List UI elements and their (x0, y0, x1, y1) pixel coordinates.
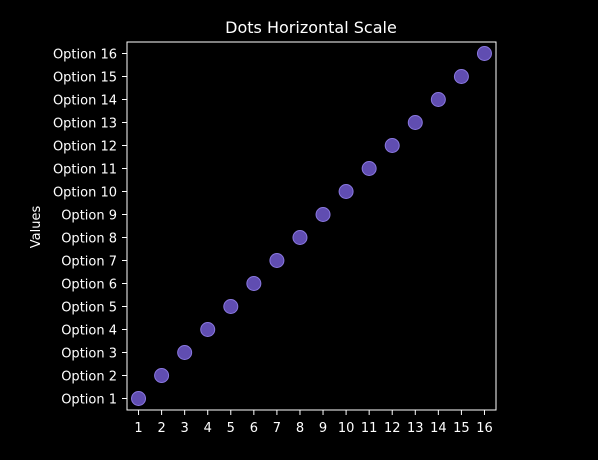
data-points (131, 46, 492, 406)
data-point (407, 115, 423, 130)
x-tick-label: 12 (384, 421, 401, 436)
y-tick-label: Option 10 (53, 186, 117, 201)
data-point (269, 253, 285, 268)
data-point (476, 46, 492, 61)
data-point (292, 230, 308, 245)
chart-title: Dots Horizontal Scale (225, 18, 397, 37)
y-tick-label: Option 2 (61, 370, 117, 385)
x-tick-label: 11 (361, 421, 378, 436)
x-tick-label: 7 (273, 421, 281, 436)
y-tick-label: Option 3 (61, 347, 117, 362)
x-tick-label: 1 (134, 421, 142, 436)
data-point (223, 299, 239, 314)
y-axis-label: Values (29, 206, 44, 249)
x-tick-label: 5 (227, 421, 235, 436)
y-tick-label: Option 8 (61, 232, 117, 247)
y-tick-label: Option 9 (61, 209, 117, 224)
x-tick-label: 3 (181, 421, 189, 436)
data-point (246, 276, 262, 291)
y-tick-label: Option 6 (61, 278, 117, 293)
y-tick-label: Option 11 (53, 163, 117, 178)
data-point (384, 138, 400, 153)
x-tick-label: 2 (157, 421, 165, 436)
x-tick-label: 14 (430, 421, 447, 436)
data-point (131, 391, 147, 406)
x-axis: 1 2 3 4 5 6 7 8 9 10 11 12 13 14 15 16 (134, 410, 493, 436)
data-point (315, 207, 331, 222)
y-tick-label: Option 12 (53, 140, 117, 155)
plot-area-frame (126, 41, 497, 411)
x-tick-label: 6 (250, 421, 258, 436)
data-point (361, 161, 377, 176)
y-tick-label: Option 7 (61, 255, 117, 270)
y-tick-label: Option 16 (53, 48, 117, 63)
y-tick-label: Option 4 (61, 324, 117, 339)
data-point (154, 368, 170, 383)
data-point (453, 69, 469, 84)
x-tick-label: 13 (407, 421, 424, 436)
data-point (430, 92, 446, 107)
x-tick-label: 9 (319, 421, 327, 436)
y-tick-label: Option 13 (53, 117, 117, 132)
y-tick-label: Option 14 (53, 94, 117, 109)
data-point (200, 322, 216, 337)
x-tick-label: 8 (296, 421, 304, 436)
data-point (338, 184, 354, 199)
y-axis: Option 1 Option 2 Option 3 Option 4 Option 5… (53, 48, 127, 408)
x-tick-label: 4 (204, 421, 212, 436)
x-tick-label: 15 (453, 421, 470, 436)
data-point (177, 345, 193, 360)
x-tick-label: 16 (476, 421, 493, 436)
y-tick-label: Option 15 (53, 71, 117, 86)
y-tick-label: Option 1 (61, 393, 117, 408)
y-tick-label: Option 5 (61, 301, 117, 316)
x-tick-label: 10 (338, 421, 355, 436)
